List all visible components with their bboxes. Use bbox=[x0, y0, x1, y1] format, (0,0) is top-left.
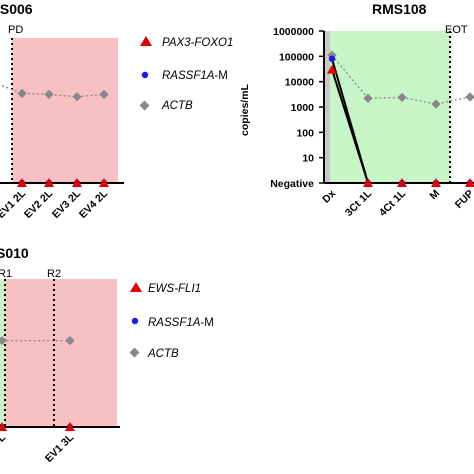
panel-a-title: IS006 bbox=[0, 1, 33, 17]
panel-a-x-tick-label: EV4 2L bbox=[77, 187, 111, 221]
panel-b-y-tick-label: 100000 bbox=[279, 51, 314, 63]
panel-b-x-tick-label: Dx bbox=[320, 188, 338, 206]
panel-b-fusion-point bbox=[465, 178, 474, 187]
panel-b-fusion-series bbox=[327, 64, 474, 187]
panel-b-x-tick-label: M bbox=[427, 187, 442, 202]
panel-b-fusion-point bbox=[397, 178, 407, 187]
panel-a-x-tick-label: EV2 2L bbox=[22, 187, 56, 221]
panel-c-fusion-point bbox=[65, 422, 75, 431]
panel-c-legend: EWS-FLI1 RASSF1A-M ACTB bbox=[129, 282, 214, 360]
legend-a-rassf1a-label: RASSF1A-M bbox=[162, 70, 228, 82]
panel-b-actb-point bbox=[465, 92, 474, 102]
panel-c-r2-label: R2 bbox=[47, 268, 61, 280]
panel-b-actb-series bbox=[327, 50, 474, 109]
panel-c: S010 R1 R2 L EV1 3L bbox=[0, 245, 120, 465]
panel-b-rassf1a-point bbox=[328, 55, 336, 62]
panel-c-title: S010 bbox=[0, 245, 29, 261]
panel-c-x-tick-label: EV1 3L bbox=[43, 431, 77, 465]
legend-c-rassf1a-name: RASSF1A bbox=[148, 317, 201, 329]
panel-c-relapse-band bbox=[5, 279, 117, 427]
legend-a-triangle-marker bbox=[140, 36, 152, 46]
panel-b-fusion-point bbox=[363, 178, 373, 187]
panel-c-r1-label: R1 bbox=[0, 268, 12, 280]
panel-a-actb-point bbox=[72, 92, 82, 102]
panel-b-y-tick-label: Negative bbox=[270, 178, 314, 190]
panel-b-fusion-point bbox=[431, 178, 441, 187]
legend-a-rassf1a-name: RASSF1A bbox=[162, 70, 215, 82]
panel-a-pd-label: PD bbox=[8, 24, 23, 36]
panel-a-actb-point bbox=[99, 89, 109, 100]
legend-a-circle-marker bbox=[141, 71, 149, 79]
panel-c-x-tick-label: L bbox=[0, 431, 9, 444]
panel-c-fusion-series bbox=[0, 422, 75, 431]
panel-c-x-ticks: L EV1 3L bbox=[0, 431, 77, 465]
panel-b-y-tick-label: 1000000 bbox=[273, 26, 314, 38]
panel-b-baseline-band bbox=[324, 31, 330, 183]
legend-c-triangle-marker bbox=[130, 282, 142, 292]
legend-a-fusion-label: PAX3-FOXO1 bbox=[162, 37, 233, 49]
legend-c-actb-label: ACTB bbox=[147, 348, 179, 360]
legend-a-diamond-marker bbox=[139, 100, 150, 111]
panel-b-y-axis-label: copies/mL bbox=[239, 83, 251, 136]
panel-a-actb-series bbox=[0, 84, 109, 102]
legend-a-actb-label: ACTB bbox=[161, 100, 193, 112]
panel-b-x-ticks: Dx 3Ct 1L 4Ct 1L M FUP bbox=[320, 187, 474, 219]
legend-c-rassf1a-label: RASSF1A-M bbox=[148, 317, 214, 329]
legend-c-rassf1a-suffix: -M bbox=[200, 317, 213, 329]
panel-b-x-tick-label: 3Ct 1L bbox=[343, 187, 375, 219]
panel-a-fusion-series bbox=[17, 178, 109, 187]
panel-b: RMS108 EOT copies/mL 1000000100000100001… bbox=[239, 1, 474, 219]
panel-c-fusion-point bbox=[0, 422, 7, 431]
panel-a-fusion-point bbox=[17, 178, 27, 187]
panel-b-fusion-line bbox=[331, 69, 369, 184]
panel-b-actb-point bbox=[363, 93, 373, 103]
panel-b-x-tick-label: FUP bbox=[453, 188, 474, 211]
panel-b-eot-label: EOT bbox=[445, 24, 468, 36]
legend-c-diamond-marker bbox=[129, 347, 140, 358]
panel-b-y-tick-label: 1000 bbox=[291, 102, 315, 114]
legend-c-circle-marker bbox=[131, 317, 139, 325]
panel-b-y-tick-label: 10 bbox=[302, 153, 314, 165]
panel-a-legend: PAX3-FOXO1 RASSF1A-M ACTB bbox=[139, 36, 233, 112]
panel-b-title: RMS108 bbox=[372, 1, 427, 17]
panel-a-x-tick-label: EV3 2L bbox=[50, 187, 84, 221]
panel-a-relapse-band bbox=[12, 38, 118, 183]
legend-c-fusion-label: EWS-FLI1 bbox=[148, 283, 201, 295]
legend-a-rassf1a-suffix: -M bbox=[214, 70, 227, 82]
panel-a-fusion-point bbox=[44, 178, 54, 187]
panel-a-fusion-point bbox=[72, 178, 82, 187]
panel-b-fusion-point bbox=[327, 64, 337, 74]
panel-a-fusion-point bbox=[99, 178, 109, 187]
panel-b-y-tick-label: 10000 bbox=[285, 77, 314, 89]
panel-c-remission-band bbox=[0, 279, 5, 427]
panel-b-y-tick-label: 100 bbox=[296, 127, 314, 139]
panel-b-x-tick-label: 4Ct 1L bbox=[377, 187, 409, 219]
panel-b-y-ticks: 1000000 100000 10000 1000 100 10 Negative bbox=[270, 26, 324, 190]
